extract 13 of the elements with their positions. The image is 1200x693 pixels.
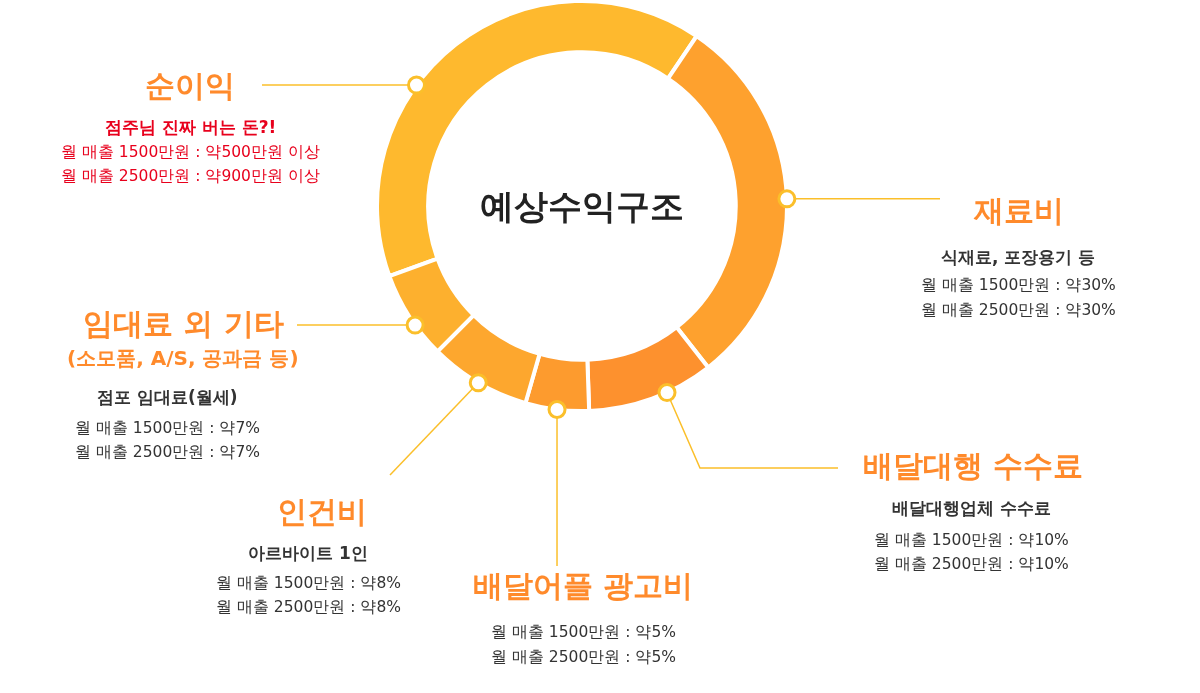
slice-label: 인건비	[277, 494, 367, 529]
text: 점포 임대료(월세) 월 매출 1500만원 : 약7% 월 매출 2500만원 : 약7%	[75, 387, 260, 461]
slice-label: 배달어플 광고비	[473, 568, 694, 603]
text: 식재료, 포장용기 등 월 매출 1500만원 : 약30% 월 매출 2500만원 : 약30%	[921, 247, 1116, 319]
text: 점주님 진짜 버는 돈?! 월 매출 1500만원 : 약500만원 이상 월 매출 2500만원 : 약900만원 이상	[61, 117, 320, 185]
text: 아르바이트 1인 월 매출 1500만원 : 약8% 월 매출 2500만원 : 약8%	[216, 543, 401, 616]
slice-label: 재료비	[973, 193, 1064, 228]
text: 예상수익구조	[480, 185, 684, 226]
slice-label: 임대료 외 기타 (소모품, A/S, 공과금 등)	[67, 306, 299, 370]
text: 월 매출 1500만원 : 약5% 월 매출 2500만원 : 약5%	[491, 623, 676, 666]
slice-label: 배달대행 수수료	[863, 448, 1084, 483]
slice-label: 순이익	[145, 68, 235, 103]
text: 배달대행업체 수수료 월 매출 1500만원 : 약10% 월 매출 2500만원 : 약10%	[874, 498, 1069, 573]
